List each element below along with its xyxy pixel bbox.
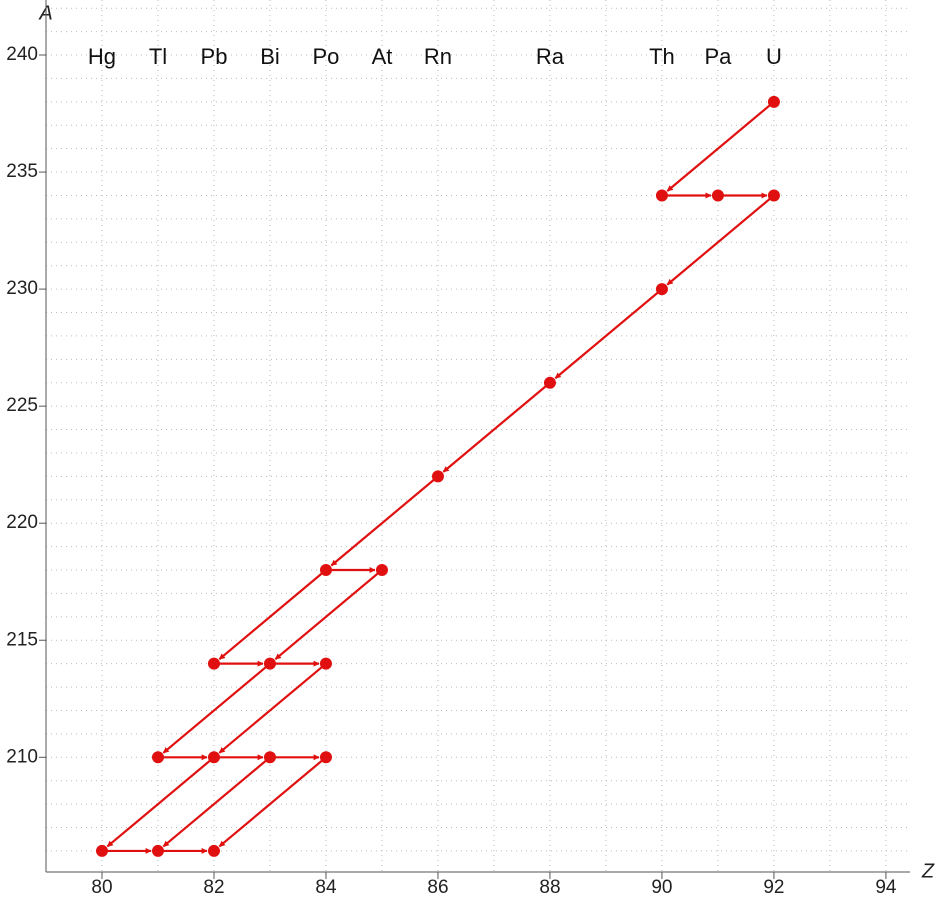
x-tick-label: 84 [315,877,337,898]
nuclide-point [95,844,108,857]
decay-arrow [162,662,271,754]
x-tick-label: 92 [763,877,784,898]
y-tick-label: 240 [6,44,38,65]
nuclide-point [151,751,164,764]
decay-arrow [218,756,327,848]
element-label: Po [313,44,340,69]
nuclide-point [263,751,276,764]
decay-arrow [274,569,383,661]
x-tick-label: 90 [651,877,672,898]
nuclide-point [207,657,220,670]
nuclide-point [375,564,388,577]
nuclide-point [711,189,724,202]
nuclide-point [319,751,332,764]
element-label: U [766,44,782,69]
nuclide-point [319,564,332,577]
decay-arrow [666,100,775,192]
decay-arrow [330,475,439,567]
element-label: Tl [149,44,167,69]
x-tick-label: 88 [539,877,560,898]
y-tick-label: 230 [6,278,38,299]
x-tick-label: 86 [427,877,448,898]
element-label: Bi [260,44,280,69]
x-tick-label: 82 [203,877,224,898]
x-tick-label: 80 [91,877,112,898]
decay-arrow [442,381,551,473]
decay-arrow [106,756,215,848]
y-tick-label: 210 [6,746,38,767]
decay-arrow [554,288,663,380]
nuclide-point [319,657,332,670]
element-label: Th [649,44,675,69]
nuclide-point [431,470,444,483]
nuclide-point [767,95,780,108]
decay-arrow [218,662,327,754]
nuclide-point [655,189,668,202]
decay-arrow [162,756,271,848]
x-tick-label: 94 [875,877,897,898]
nuclide-point [263,657,276,670]
element-label: At [372,44,393,69]
y-tick-label: 215 [6,629,38,650]
element-label: Pa [704,44,732,69]
x-axis-label: Z [921,860,935,882]
element-label: Pb [201,44,228,69]
nuclide-point [543,376,556,389]
element-label: Rn [424,44,452,69]
nuclide-point [151,844,164,857]
y-tick-label: 235 [6,161,38,182]
nuclide-point [207,751,220,764]
element-label: Ra [536,44,565,69]
element-label: Hg [88,44,116,69]
nuclide-point [655,283,668,296]
nuclide-point [767,189,780,202]
y-tick-label: 225 [6,395,38,416]
decay-arrow [666,194,775,286]
decay-arrow [218,569,327,661]
y-tick-label: 220 [6,512,38,533]
nuclide-point [207,844,220,857]
